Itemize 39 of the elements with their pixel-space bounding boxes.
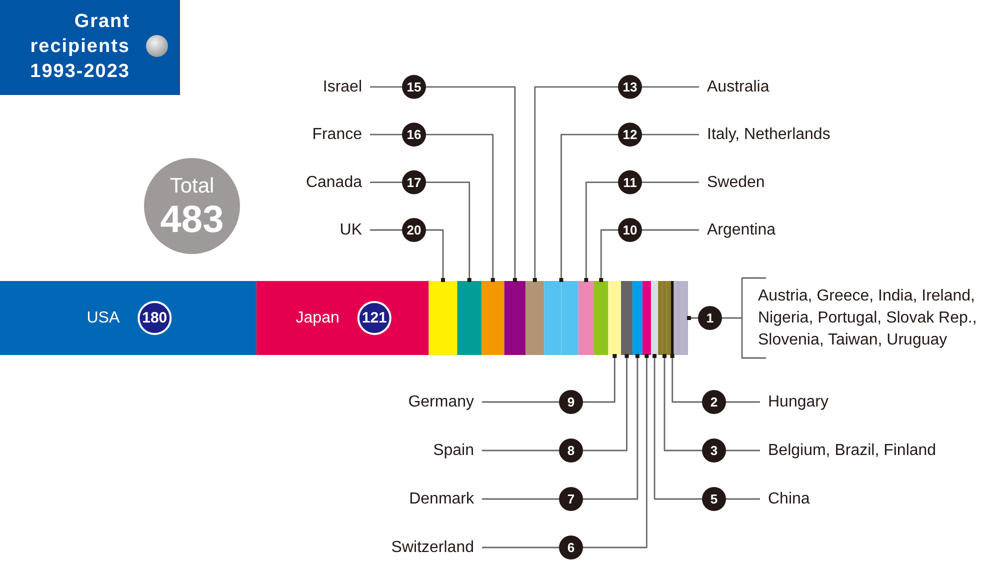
text: UK <box>340 222 362 238</box>
data-label: 6 <box>567 540 575 555</box>
data-label: 7 <box>567 492 575 506</box>
text: Belgium, Brazil, Finland <box>768 442 936 459</box>
text: Spain <box>433 442 474 459</box>
data-label: 8 <box>567 443 575 458</box>
text: Australia <box>707 78 770 96</box>
text: Canada <box>306 174 362 191</box>
data-label: 13 <box>622 79 638 94</box>
data-label: 1 <box>706 310 714 326</box>
data-label: 2 <box>710 394 718 410</box>
data-label: 20 <box>406 222 422 238</box>
text: Total <box>170 174 214 198</box>
text: Israel <box>322 78 362 96</box>
text: Italy, Netherlands <box>707 126 830 144</box>
text: Austria, Greece, India, Ireland, Nigeria, Portugal, Slovak Rep., Slovenia, Taiwan, Uruguay <box>758 288 982 348</box>
data-label: 15 <box>406 79 422 94</box>
chart-title: Grant recipients 1993-2023 <box>29 10 130 84</box>
data-label: 10 <box>622 222 638 238</box>
data-label: 16 <box>406 127 422 142</box>
data-label: 121 <box>362 310 387 326</box>
data-label: 17 <box>406 174 422 190</box>
text: Germany <box>408 394 474 410</box>
series-label: Japan <box>296 310 340 326</box>
data-label: 3 <box>710 443 718 458</box>
text: China <box>768 490 810 508</box>
series-label: USA <box>86 310 120 326</box>
total-label: 483 <box>160 199 224 241</box>
data-label: 12 <box>622 127 638 142</box>
data-label: 180 <box>142 310 168 326</box>
text: Hungary <box>768 394 828 410</box>
text: Sweden <box>707 174 765 191</box>
data-label: 5 <box>710 492 718 506</box>
text: Denmark <box>409 490 475 508</box>
data-label: 9 <box>567 394 575 410</box>
data-label: 11 <box>623 174 637 190</box>
text: France <box>312 126 362 144</box>
text: Argentina <box>707 222 776 238</box>
text: Switzerland <box>391 539 474 556</box>
